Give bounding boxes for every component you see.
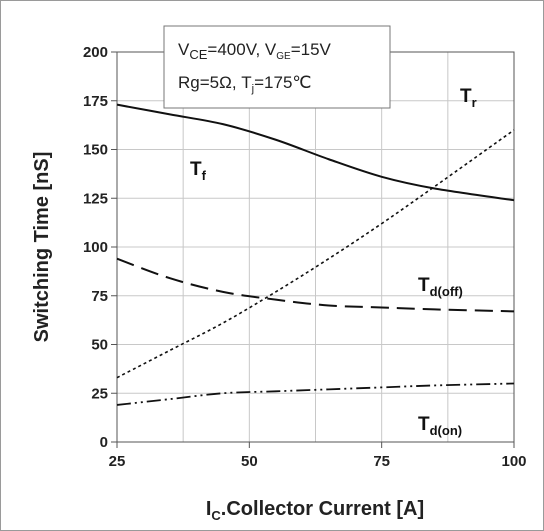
series-label-doff: Td(off) [418,275,463,299]
x-axis-label: IC.Collector Current [A] [206,498,424,523]
grid [116,51,515,443]
y-tick-label: 0 [100,434,108,451]
cond-vge-sub: GE [276,51,291,62]
series-label-sub: r [472,95,477,110]
series-label-main: T [190,159,202,180]
series-label-r: Tr [460,86,477,110]
y-tick-label: 50 [91,337,108,354]
y-tick-labels: 0 25 50 75 100 125 150 175 200 [83,44,117,451]
y-tick-label: 100 [83,239,108,256]
cond-tj-sub: j [251,83,254,95]
series-label-sub: f [202,168,207,183]
y-tick-label: 175 [83,93,108,110]
series-label-main: T [418,414,430,435]
y-tick-label: 25 [91,385,108,402]
series-label-f: Tf [190,159,207,183]
series-line-don [116,382,515,406]
conditions-box: VCE=400V, VGE=15V Rg=5Ω, Tj=175℃ [163,25,391,109]
x-axis-label-main: I [206,498,212,520]
series-label-don: Td(on) [418,414,462,438]
cond-vce-sub: CE [189,47,207,62]
cond-vce-label: V [178,40,190,59]
series-label-main: T [460,86,472,107]
cond-vce-value: =400V, V [207,40,277,59]
x-tick-label: 100 [501,453,526,470]
x-tick-label: 25 [109,453,126,470]
cond-rg-label: Rg=5Ω, T [178,73,252,92]
x-tick-labels: 25 50 75 100 [109,442,527,470]
cond-vge-value: =15V [291,40,332,59]
series-line-f [116,103,515,202]
series-label-sub: d(on) [430,423,462,438]
x-tick-label: 75 [373,453,390,470]
x-axis-label-sub: C [211,508,221,523]
y-tick-label: 150 [83,142,108,159]
x-axis-label-rest: .Collector Current [A] [221,498,424,520]
series-label-main: T [418,275,430,296]
y-tick-label: 200 [83,44,108,61]
cond-tj-value: =175℃ [254,73,311,92]
series-label-sub: d(off) [430,284,463,299]
series-line-r [116,129,515,379]
y-axis-label: Switching Time [nS] [31,152,53,343]
y-tick-label: 125 [83,190,108,207]
conditions-box-border [163,25,391,109]
x-tick-label: 50 [241,453,258,470]
y-tick-label: 75 [91,288,108,305]
series-line-doff [116,257,515,313]
conditions-line-2: Rg=5Ω, Tj=175℃ [178,73,312,95]
series-group [116,103,515,406]
conditions-line-1: VCE=400V, VGE=15V [178,40,332,62]
